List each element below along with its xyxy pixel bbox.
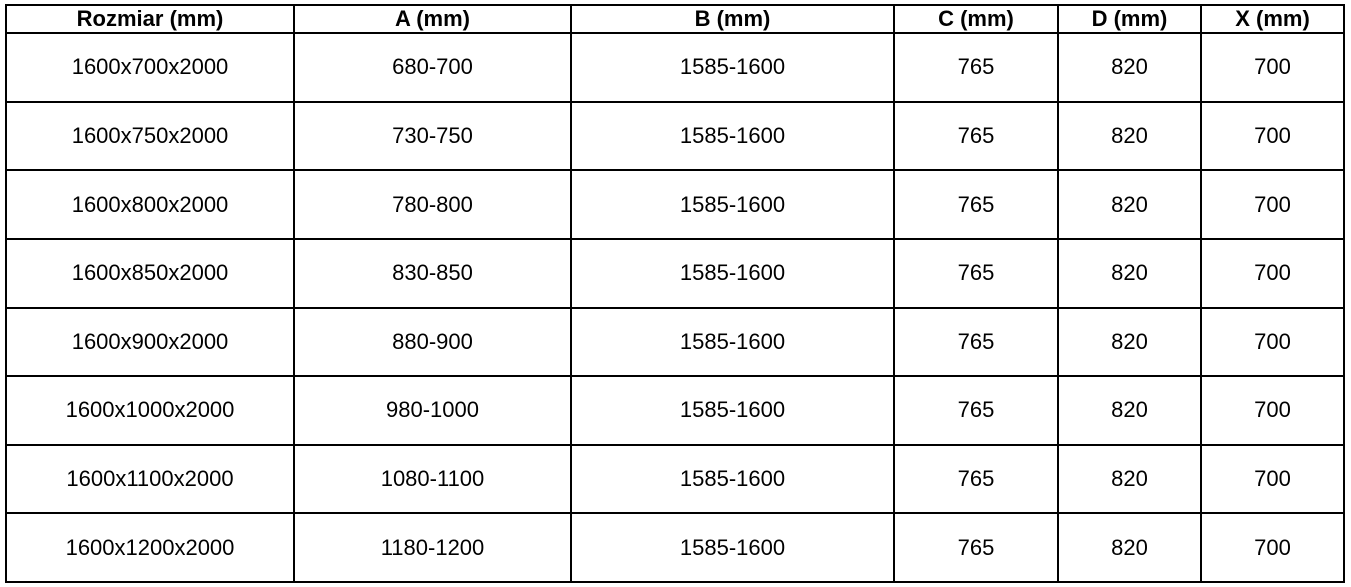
table-cell: 1600x750x2000 — [5, 100, 295, 172]
table-cell: 820 — [1057, 32, 1202, 103]
table-cell: 1600x850x2000 — [5, 237, 295, 309]
table-row: 1600x1100x2000 1080-1100 1585-1600 765 820 70… — [5, 443, 1345, 515]
table-cell: 1600x900x2000 — [5, 306, 295, 378]
table-cell: 765 — [893, 237, 1059, 309]
table-cell: 1585-1600 — [570, 100, 895, 172]
table-cell: 880-900 — [293, 306, 572, 378]
table-cell: 820 — [1057, 512, 1202, 583]
table-cell: 1080-1100 — [293, 443, 572, 515]
table-cell: 700 — [1200, 100, 1345, 172]
table-cell: 1585-1600 — [570, 375, 895, 446]
table-row: 1600x850x2000 830-850 1585-1600 765 820 700 — [5, 237, 1345, 309]
table-cell: 700 — [1200, 32, 1345, 103]
table-row: 1600x1200x2000 1180-1200 1585-1600 765 820 70… — [5, 512, 1345, 583]
table-cell: 1600x1000x2000 — [5, 375, 295, 446]
table-cell: 700 — [1200, 375, 1345, 446]
column-header: D (mm) — [1057, 4, 1202, 34]
table-cell: 1600x700x2000 — [5, 32, 295, 103]
table-cell: 730-750 — [293, 100, 572, 172]
table-cell: 980-1000 — [293, 375, 572, 446]
table-cell: 765 — [893, 375, 1059, 446]
table-cell: 820 — [1057, 169, 1202, 240]
header-row: Rozmiar (mm) A (mm) B (mm) C (mm) D (mm) X (m… — [5, 4, 1345, 34]
table-body: 1600x700x2000 680-700 1585-1600 765 820 700 16… — [5, 32, 1345, 583]
table-cell: 820 — [1057, 443, 1202, 515]
table-cell: 765 — [893, 443, 1059, 515]
table-cell: 765 — [893, 512, 1059, 583]
table-cell: 1600x1100x2000 — [5, 443, 295, 515]
table-cell: 780-800 — [293, 169, 572, 240]
table-row: 1600x800x2000 780-800 1585-1600 765 820 700 — [5, 169, 1345, 240]
table-cell: 680-700 — [293, 32, 572, 103]
table-cell: 1585-1600 — [570, 443, 895, 515]
table-row: 1600x900x2000 880-900 1585-1600 765 820 700 — [5, 306, 1345, 378]
table-cell: 700 — [1200, 169, 1345, 240]
table-cell: 700 — [1200, 237, 1345, 309]
table-row: 1600x1000x2000 980-1000 1585-1600 765 820 700 — [5, 375, 1345, 446]
table-cell: 1585-1600 — [570, 512, 895, 583]
table-cell: 765 — [893, 306, 1059, 378]
table-cell: 700 — [1200, 512, 1345, 583]
column-header: B (mm) — [570, 4, 895, 34]
column-header: X (mm) — [1200, 4, 1345, 34]
table-cell: 700 — [1200, 306, 1345, 378]
table-cell: 765 — [893, 100, 1059, 172]
table-cell: 1180-1200 — [293, 512, 572, 583]
column-header: Rozmiar (mm) — [5, 4, 295, 34]
table-cell: 765 — [893, 169, 1059, 240]
column-header: C (mm) — [893, 4, 1059, 34]
column-header: A (mm) — [293, 4, 572, 34]
table-cell: 765 — [893, 32, 1059, 103]
table-cell: 1585-1600 — [570, 169, 895, 240]
table-cell: 700 — [1200, 443, 1345, 515]
table-cell: 820 — [1057, 375, 1202, 446]
table-cell: 830-850 — [293, 237, 572, 309]
table-header: Rozmiar (mm) A (mm) B (mm) C (mm) D (mm) X (m… — [5, 4, 1345, 34]
table-cell: 820 — [1057, 306, 1202, 378]
table-row: 1600x700x2000 680-700 1585-1600 765 820 700 — [5, 32, 1345, 103]
table-cell: 1600x1200x2000 — [5, 512, 295, 583]
table-container: Rozmiar (mm) A (mm) B (mm) C (mm) D (mm) X (m… — [5, 4, 1345, 583]
table-row: 1600x750x2000 730-750 1585-1600 765 820 700 — [5, 100, 1345, 172]
size-specification-table: Rozmiar (mm) A (mm) B (mm) C (mm) D (mm) X (m… — [5, 4, 1345, 583]
table-cell: 1585-1600 — [570, 306, 895, 378]
table-cell: 1585-1600 — [570, 237, 895, 309]
table-cell: 1585-1600 — [570, 32, 895, 103]
table-cell: 820 — [1057, 237, 1202, 309]
table-cell: 820 — [1057, 100, 1202, 172]
table-cell: 1600x800x2000 — [5, 169, 295, 240]
